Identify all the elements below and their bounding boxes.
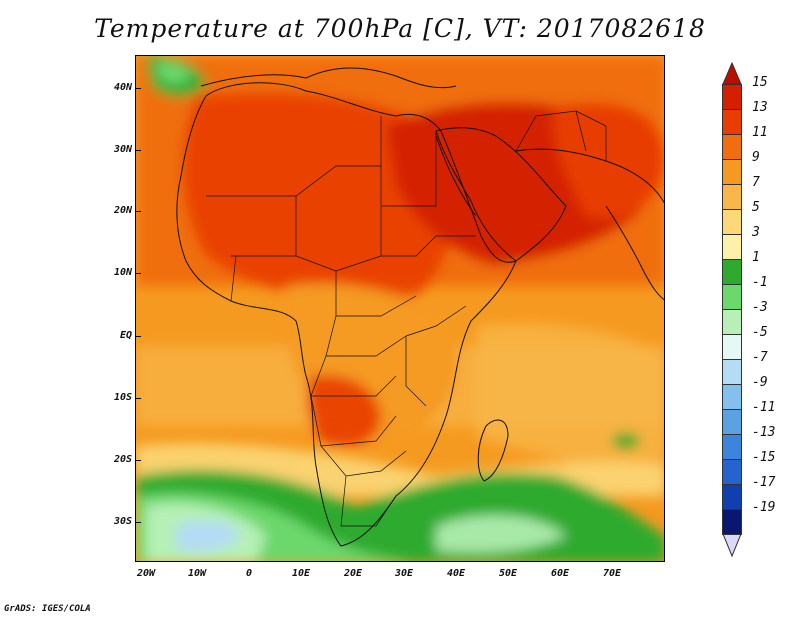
lon-label-40e: 40E: [446, 568, 466, 579]
colorbar-swatch: [722, 334, 742, 360]
colorbar-label: 7: [752, 175, 760, 190]
colorbar-swatch: [722, 159, 742, 185]
colorbar-label: 9: [752, 150, 760, 165]
madagascar-coastline: [477, 419, 509, 482]
y-tick: [135, 211, 141, 212]
colorbar-swatch: [722, 84, 742, 110]
temperature-field: [136, 56, 664, 561]
colorbar-top-arrow: [722, 62, 742, 85]
lon-label-20e: 20E: [343, 568, 363, 579]
colorbar-label: -15: [752, 450, 776, 465]
colorbar-label: -1: [752, 275, 768, 290]
africa-coastline: [176, 82, 517, 547]
colorbar-swatch: [722, 459, 742, 485]
colorbar-label: -9: [752, 375, 768, 390]
colorbar-swatch: [722, 209, 742, 235]
colorbar-swatch: [722, 359, 742, 385]
temperature-map: [135, 55, 665, 562]
map-canvas: [136, 56, 664, 561]
colorbar-label: -13: [752, 425, 776, 440]
lat-label-10n: 10N: [113, 267, 132, 278]
map-title: Temperature at 700hPa [C], VT: 201708261…: [94, 14, 706, 43]
colorbar-swatch: [722, 509, 742, 535]
lon-label-60e: 60E: [550, 568, 570, 579]
colorbar-label: -5: [752, 325, 768, 340]
y-tick: [135, 460, 141, 461]
arabia-coastline: [435, 127, 567, 262]
colorbar-label: -11: [752, 400, 776, 415]
lat-label-20n: 20N: [113, 205, 132, 216]
y-tick: [135, 88, 141, 89]
colorbar-swatch: [722, 284, 742, 310]
colorbar-swatch: [722, 434, 742, 460]
lat-label-30n: 30N: [113, 144, 132, 155]
lat-label-eq: EQ: [119, 330, 132, 341]
lon-label-30e: 30E: [394, 568, 414, 579]
colorbar-swatch: [722, 409, 742, 435]
lat-label-40n: 40N: [113, 82, 132, 93]
colorbar-swatch: [722, 259, 742, 285]
lon-label-0: 0: [245, 568, 253, 579]
colorbar-swatch: [722, 484, 742, 510]
lon-label-10e: 10E: [291, 568, 311, 579]
colorbar-swatch: [722, 234, 742, 260]
colorbar-swatch: [722, 184, 742, 210]
grads-credit: GrADS: IGES/COLA: [4, 604, 91, 614]
colorbar-swatch: [722, 384, 742, 410]
lon-label-70e: 70E: [602, 568, 622, 579]
colorbar-label: 15: [752, 75, 768, 90]
y-tick: [135, 522, 141, 523]
colorbar-swatch: [722, 309, 742, 335]
colorbar-label: 11: [752, 125, 768, 140]
colorbar-label: 1: [752, 250, 760, 265]
lon-label-10w: 10W: [187, 568, 207, 579]
colorbar-label: -19: [752, 500, 776, 515]
y-tick: [135, 273, 141, 274]
lon-label-50e: 50E: [498, 568, 518, 579]
lat-label-20s: 20S: [113, 454, 132, 465]
colorbar-swatch: [722, 109, 742, 135]
colorbar-label: -17: [752, 475, 776, 490]
y-tick: [135, 336, 141, 337]
colorbar-label: -7: [752, 350, 768, 365]
lon-label-20w: 20W: [136, 568, 156, 579]
colorbar-label: 13: [752, 100, 768, 115]
colorbar-label: 5: [752, 200, 760, 215]
y-tick: [135, 150, 141, 151]
lat-label-10s: 10S: [113, 392, 132, 403]
country-borders: [206, 110, 607, 527]
colorbar-bottom-arrow: [722, 533, 742, 558]
coastlines: [176, 67, 664, 547]
lat-label-30s: 30S: [113, 516, 132, 527]
colorbar-label: 3: [752, 225, 760, 240]
colorbar-label: -3: [752, 300, 768, 315]
india-coastline: [605, 205, 664, 301]
colorbar-swatch: [722, 134, 742, 160]
y-tick: [135, 398, 141, 399]
